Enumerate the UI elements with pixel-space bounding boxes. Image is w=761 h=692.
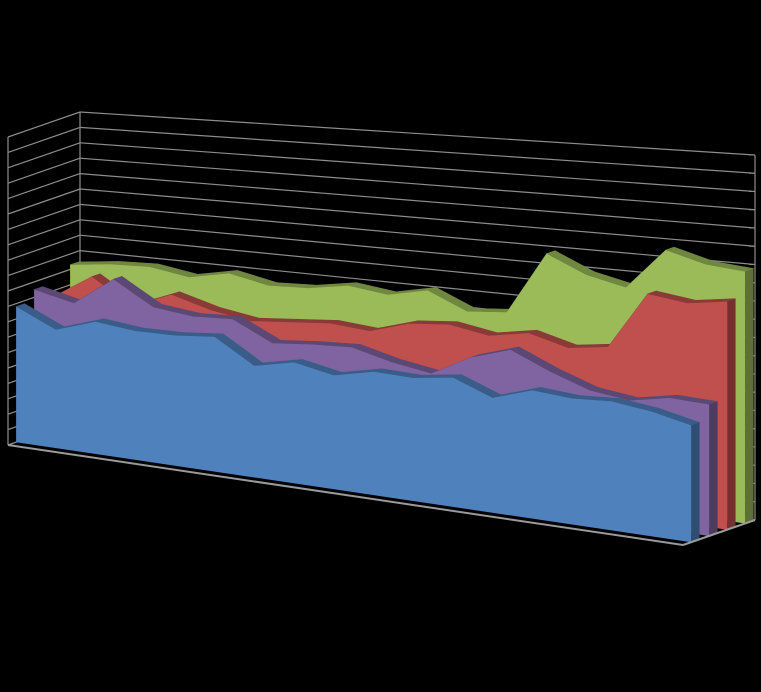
- gridline: [79, 126, 756, 174]
- side-gridline: [7, 126, 81, 153]
- side-gridline: [7, 265, 81, 292]
- series-layer: [15, 246, 755, 543]
- side-gridline: [7, 111, 81, 138]
- series-3-side-face: [727, 298, 736, 530]
- gridline: [79, 111, 756, 156]
- side-gridline: [7, 219, 81, 246]
- floor-front-edge: [7, 444, 684, 546]
- side-gridline: [7, 250, 81, 277]
- series-1-side-face: [691, 422, 700, 543]
- side-gridline: [7, 173, 81, 200]
- side-gridline: [7, 188, 81, 215]
- gridline: [79, 203, 756, 266]
- series-4-side-face: [745, 268, 754, 524]
- side-gridline: [7, 203, 81, 230]
- floor: [7, 444, 756, 546]
- series-1-area: [16, 306, 692, 543]
- gridline: [79, 142, 756, 193]
- gridline: [79, 173, 756, 229]
- floor-side-edge: [682, 519, 756, 546]
- series-2-side-face: [709, 401, 718, 536]
- series-1: [15, 303, 701, 543]
- gridline: [79, 188, 756, 247]
- side-gridline: [7, 157, 81, 184]
- side-gridline: [7, 142, 81, 169]
- gridline: [79, 157, 756, 211]
- side-gridline: [7, 234, 81, 261]
